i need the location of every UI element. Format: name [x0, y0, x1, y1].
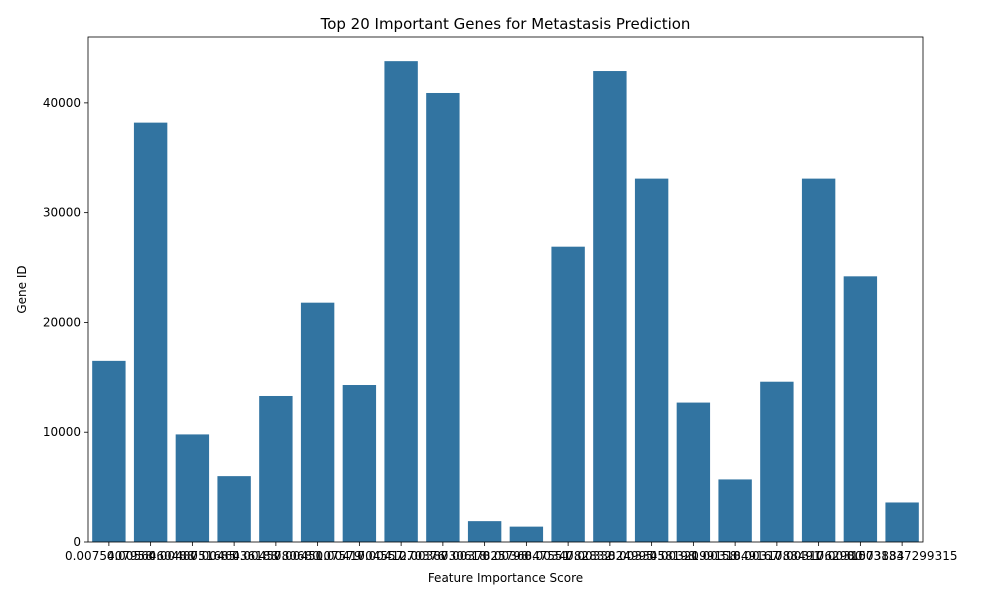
bar: [843, 276, 878, 542]
bar: [718, 479, 752, 542]
x-tick-label: 0.0041704557: [315, 549, 403, 563]
x-tick-label: 0.0056460488: [107, 549, 195, 563]
x-tick-label: 0.0037825798: [441, 549, 529, 563]
x-tick-label: 0.0032199158: [649, 549, 737, 563]
x-tick-label: 0.0045107579: [274, 549, 362, 563]
bar: [676, 402, 711, 542]
bar: [259, 395, 293, 542]
x-tick-label: 0.0033458198: [608, 549, 696, 563]
x-tick-label: 0.0034782832: [524, 549, 612, 563]
y-tick-label: 10000: [43, 425, 81, 439]
bar: [384, 61, 418, 543]
x-tick-label: 0.0038730618: [399, 549, 487, 563]
plot-frame: [87, 36, 924, 543]
bar: [551, 246, 585, 542]
x-tick-label: 0.0046436188: [190, 549, 278, 563]
bar: [92, 360, 126, 542]
bar: [467, 521, 502, 542]
bar: [509, 526, 544, 542]
bars-group: [92, 61, 919, 543]
y-axis-ticks: 0 10000 20000 30000 40000: [43, 96, 88, 549]
y-tick-label: 40000: [43, 96, 81, 110]
x-tick-label: 0.0036847551: [482, 549, 570, 563]
x-tick-label: 0.0033824995: [566, 549, 654, 563]
x-axis-label: Feature Importance Score: [428, 571, 583, 585]
x-tick-label: 0.0031573884: [816, 549, 904, 563]
x-axis-ticks: 0.00754079580.00564604880.00487516850.00…: [65, 542, 958, 563]
y-tick-label: 30000: [43, 206, 81, 220]
bar: [801, 178, 836, 542]
x-tick-label: 0.0075407958: [65, 549, 153, 563]
bar: [593, 71, 627, 543]
x-tick-label: 0.0031788491: [733, 549, 821, 563]
bar: [175, 434, 210, 542]
x-tick-label: 0.0031337299315: [847, 549, 958, 563]
x-tick-label: 0.0041270376: [357, 549, 445, 563]
x-tick-label: 0.0031762980: [775, 549, 863, 563]
bar: [426, 92, 460, 542]
y-tick-label: 0: [73, 535, 81, 549]
bar: [133, 122, 168, 542]
y-axis-label: Gene ID: [15, 265, 29, 313]
bar: [342, 385, 377, 542]
bar: [300, 302, 335, 542]
bar: [885, 502, 919, 542]
x-tick-label: 0.0048751685: [148, 549, 236, 563]
y-tick-label: 20000: [43, 315, 81, 329]
bar: [217, 476, 251, 542]
x-tick-label: 0.0045780680: [232, 549, 320, 563]
chart-title: Top 20 Important Genes for Metastasis Pr…: [320, 15, 691, 33]
x-tick-label: 0.0031849167: [691, 549, 779, 563]
bar: [760, 381, 794, 542]
bar: [634, 178, 669, 542]
